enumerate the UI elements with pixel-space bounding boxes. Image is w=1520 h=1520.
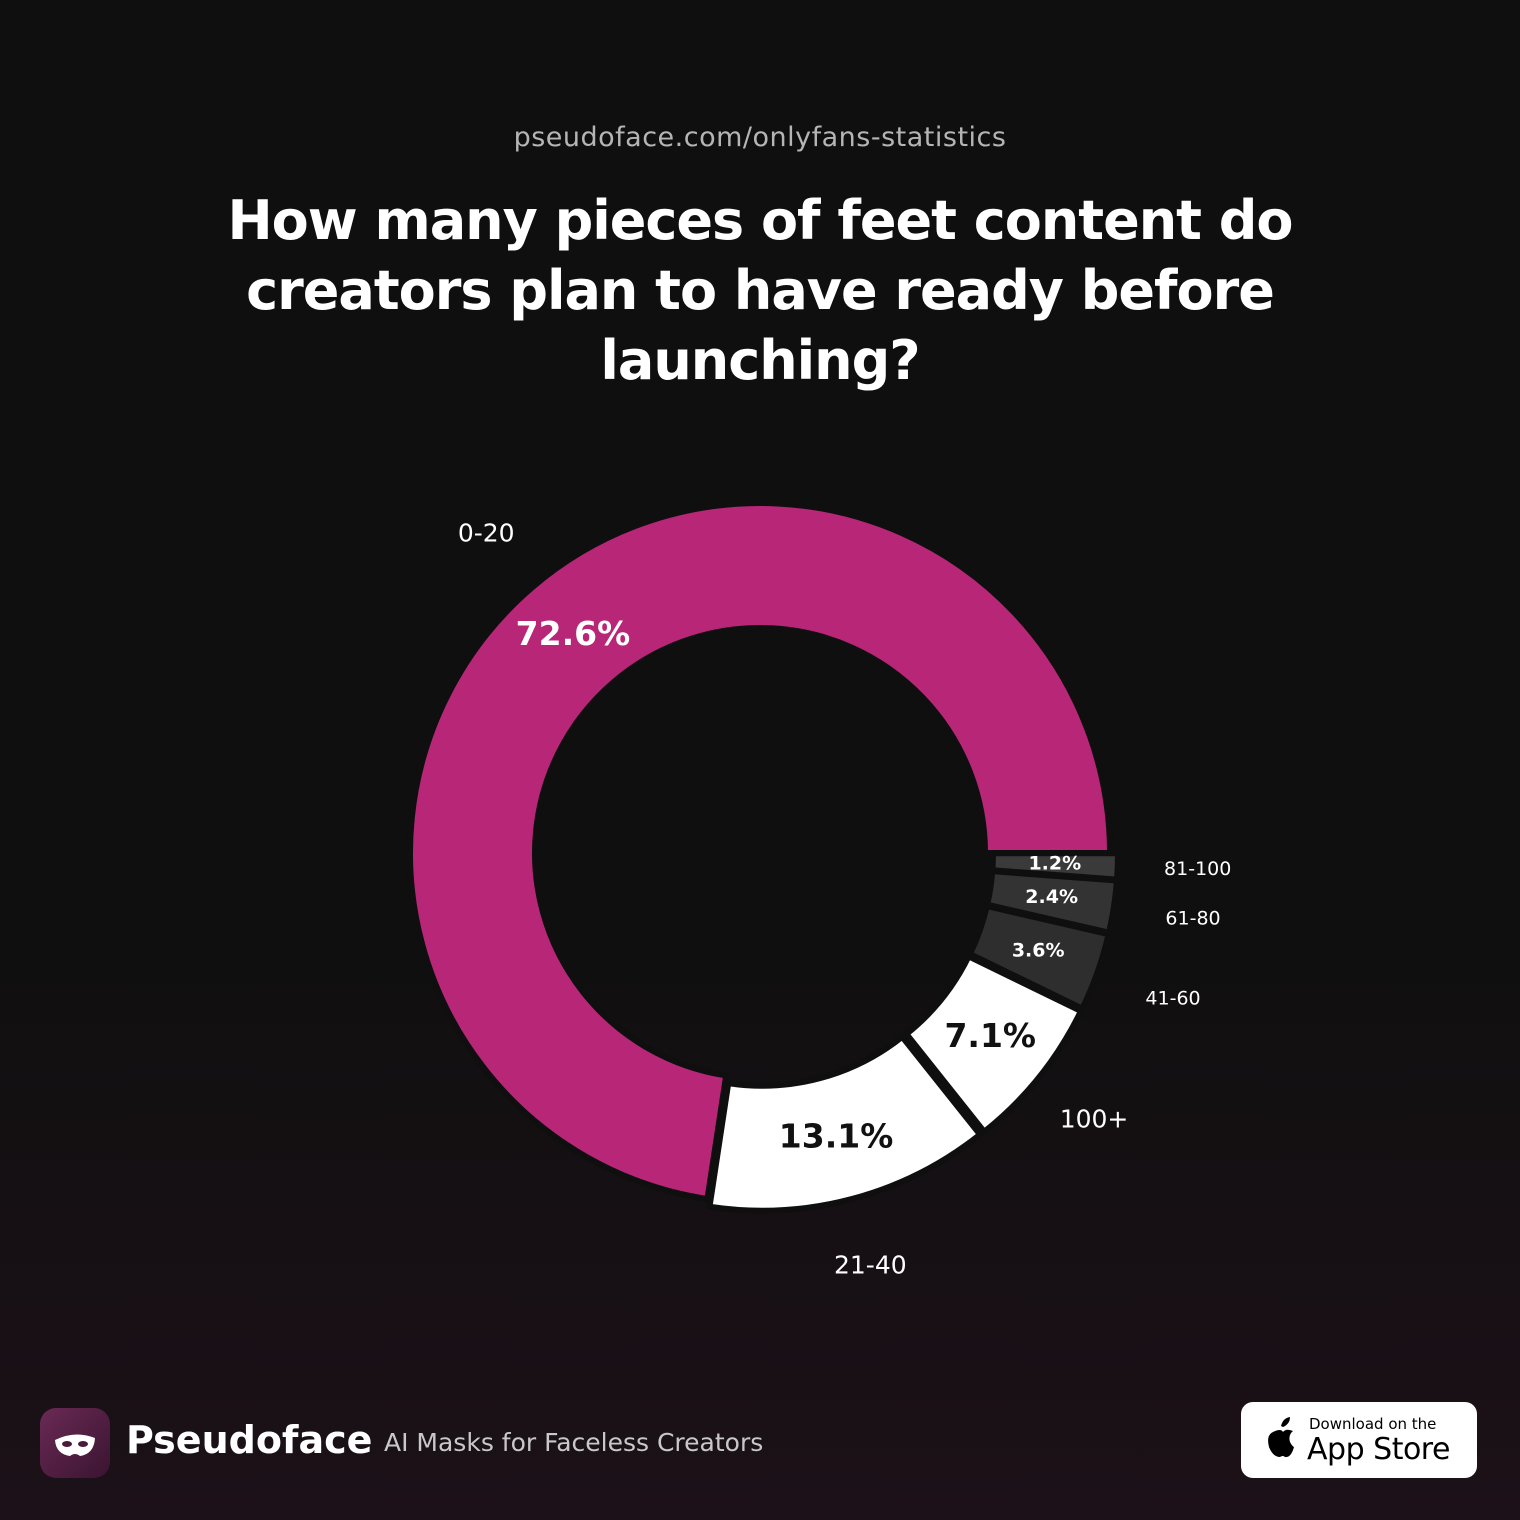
logo-icon [55, 1434, 95, 1456]
category-label: 81-100 [1164, 858, 1231, 880]
tagline: AI Masks for Faceless Creators [384, 1428, 764, 1457]
brand-name: Pseudoface [126, 1418, 373, 1462]
donut-segment [989, 850, 1121, 883]
category-label: 41-60 [1145, 987, 1200, 1009]
value-label: 7.1% [944, 1016, 1036, 1055]
category-label: 61-80 [1165, 907, 1220, 929]
donut-segment [407, 500, 1113, 1203]
value-label: 72.6% [516, 614, 631, 653]
chart: 72.6% 0-20 13.1% 21-40 7.1% 100+ 3.6% 41-60 2.4%… [407, 500, 1231, 1280]
badge-small-text: Download on the [1309, 1415, 1437, 1433]
category-label: 100+ [1060, 1105, 1129, 1134]
value-label: 1.2% [1028, 853, 1081, 875]
app-store-badge[interactable]: Download on the App Store [1241, 1402, 1477, 1478]
logo [40, 1408, 110, 1478]
value-label: 13.1% [779, 1117, 894, 1156]
apple-icon [1268, 1417, 1294, 1458]
donut-segment [706, 1033, 984, 1214]
source-url: pseudoface.com/onlyfans-statistics [513, 122, 1007, 153]
badge-large-text: App Store [1307, 1432, 1450, 1467]
chart-title: How many pieces of feet content do creat… [227, 189, 1293, 392]
value-label: 3.6% [1012, 940, 1065, 962]
value-label: 2.4% [1025, 886, 1078, 908]
category-label: 21-40 [834, 1251, 907, 1280]
category-label: 0-20 [458, 518, 515, 547]
